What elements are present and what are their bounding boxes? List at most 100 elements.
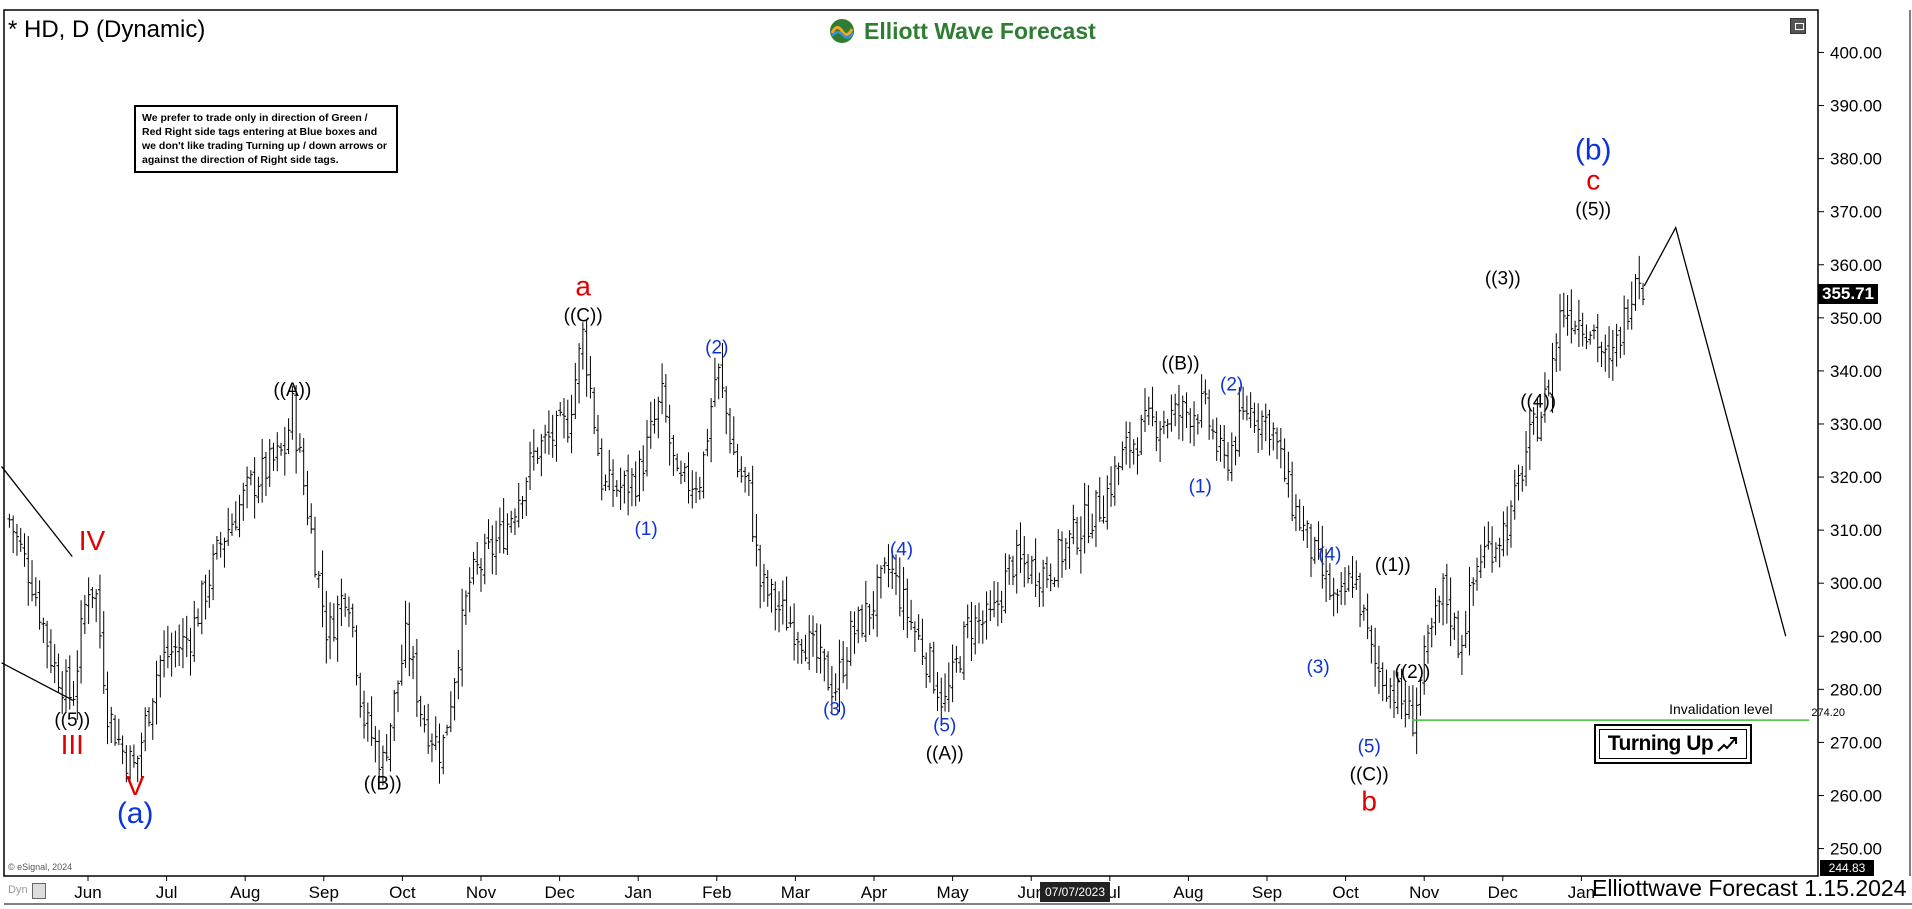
ohlc-bar-148 [565,399,570,443]
ohlc-bar-132 [505,513,510,555]
ohlc-bar-355 [1346,565,1351,592]
ohlc-bar-277 [1052,577,1057,588]
ohlc-bar-167 [637,450,642,502]
invalidation-label: Invalidation level [1669,701,1773,717]
ohlc-bar-191 [728,407,733,454]
ohlc-bar-401 [1520,465,1525,492]
ohlc-bar-224 [852,611,857,654]
ohlc-bar-309 [1173,393,1178,427]
ohlc-bar-332 [1259,410,1264,450]
ohlc-bar-140 [535,447,540,464]
restore-window-icon[interactable] [1790,18,1806,34]
ohlc-bar-68 [263,451,268,497]
ohlc-bar-159 [607,449,612,491]
y-tick-label-4: 290.00 [1830,627,1882,646]
ohlc-bar-71 [275,432,280,472]
ohlc-bar-428 [1622,295,1627,355]
wave-label-0: ((5)) [54,710,90,731]
ohlc-bar-379 [1437,595,1442,623]
x-tick-label-1: Jul [156,883,178,902]
axis-settings-icon[interactable] [32,883,46,899]
wave-logo-icon [830,19,855,43]
dynamic-scale-tag[interactable]: Dyn [8,884,28,896]
ohlc-bar-134 [512,508,517,536]
ohlc-bar-158 [603,474,608,491]
ohlc-bar-27 [109,706,114,744]
ohlc-bar-31 [124,745,129,783]
ohlc-bar-239 [909,599,914,631]
ohlc-bar-275 [1044,556,1049,588]
ohlc-bar-374 [1418,676,1423,716]
ohlc-bar-279 [1060,531,1065,578]
ohlc-bar-58 [226,507,231,546]
ohlc-bar-101 [388,723,393,772]
ohlc-bar-42 [165,625,170,669]
ohlc-bar-427 [1618,326,1623,359]
ohlc-bar-226 [860,604,865,638]
ohlc-bar-363 [1376,645,1381,695]
ohlc-bar-314 [1192,401,1197,447]
ohlc-bar-52 [203,574,208,620]
ohlc-bar-162 [618,467,623,511]
ohlc-bar-365 [1384,669,1389,702]
ohlc-bar-121 [463,590,468,625]
ohlc-bar-147 [562,397,567,439]
ohlc-bar-186 [709,398,714,463]
ohlc-bar-408 [1546,379,1551,397]
ohlc-bar-391 [1482,526,1487,569]
ohlc-bar-154 [588,355,593,399]
ohlc-bar-40 [158,655,163,698]
y-tick-label-7: 320.00 [1830,468,1882,487]
ohlc-bar-402 [1524,431,1529,487]
ohlc-bar-102 [392,690,397,741]
ohlc-bar-382 [1448,577,1453,647]
ohlc-bar-340 [1290,461,1295,522]
ohlc-bar-222 [844,647,849,690]
ohlc-bar-82 [316,570,321,588]
ohlc-bar-166 [633,461,638,507]
ohlc-bar-15 [63,659,68,713]
x-tick-label-8: Feb [702,883,731,902]
ohlc-bar-345 [1309,524,1314,578]
ohlc-bar-116 [445,724,450,736]
ohlc-bar-392 [1486,521,1491,550]
y-tick-label-3: 280.00 [1830,680,1882,699]
ohlc-bar-177 [675,453,680,472]
ohlc-bar-319 [1210,419,1215,440]
ohlc-bar-37 [146,707,151,727]
ohlc-bar-190 [724,386,729,435]
ohlc-bar-105 [403,600,408,668]
ohlc-bar-360 [1365,593,1370,640]
ohlc-bar-62 [241,482,246,521]
ohlc-bar-202 [769,578,774,613]
ohlc-bar-153 [584,319,589,397]
ohlc-bar-56 [218,531,223,558]
ohlc-bar-136 [520,496,525,520]
ohlc-bar-300 [1139,414,1144,455]
ohlc-bar-349 [1324,548,1329,603]
wave-label-26: ((4)) [1520,392,1556,413]
x-tick-label-15: Sep [1252,883,1282,902]
ohlc-bar-287 [1090,513,1095,539]
ohlc-bar-150 [573,362,578,419]
copyright-text: © eSignal, 2024 [8,862,73,872]
ohlc-bar-216 [822,648,827,682]
ohlc-bar-212 [807,615,812,670]
wave-label-16: (1) [1189,476,1212,497]
ohlc-bar-155 [592,387,597,435]
ohlc-bar-21 [86,577,91,624]
ohlc-bar-139 [531,429,536,471]
ohlc-bar-426 [1614,323,1619,367]
ohlc-bar-70 [271,442,276,471]
ohlc-bar-48 [188,627,193,676]
x-tick-label-17: Nov [1409,883,1440,902]
ohlc-bar-358 [1358,572,1363,628]
wave-label-15: ((B)) [1162,354,1200,375]
ohlc-bar-278 [1056,528,1061,588]
ohlc-bar-432 [1637,255,1642,300]
ohlc-bar-43 [169,632,174,677]
channel-line-0 [1,466,73,558]
ohlc-bar-57 [222,537,227,568]
ohlc-bar-233 [886,544,891,588]
